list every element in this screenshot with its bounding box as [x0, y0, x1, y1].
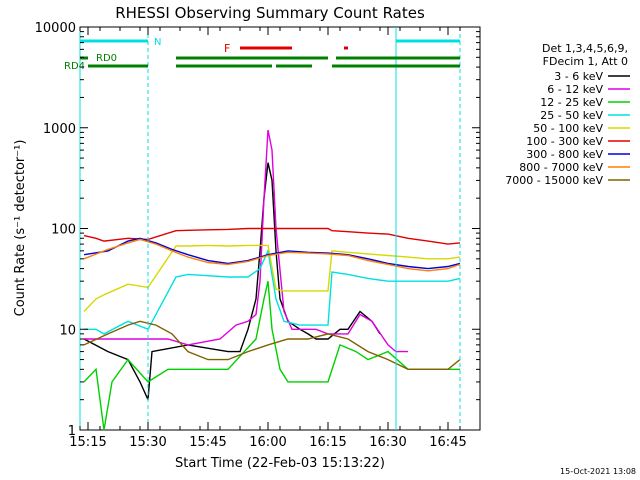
flare-label: F	[224, 42, 230, 55]
series-line-2	[83, 281, 460, 431]
legend-entry-label: 25 - 50 keV	[540, 109, 603, 122]
legend-entry-label: 50 - 100 keV	[533, 122, 603, 135]
y-tick-label: 100	[51, 223, 76, 238]
axis-layer: 15:15 15:30 15:45 16:00 16:15 16:30 16:45 1 10 10…	[35, 21, 481, 450]
legend-entry-label: 800 - 7000 keV	[519, 161, 603, 174]
night-label: N	[154, 37, 161, 48]
legend-header-line: Det 1,3,4,5,6,9,	[542, 42, 628, 55]
x-tick-label: 16:00	[249, 435, 286, 450]
chart-title: RHESSI Observing Summary Count Rates	[115, 4, 425, 22]
series-line-5	[83, 227, 461, 245]
series-line-8	[83, 320, 461, 370]
series-line-1	[84, 129, 408, 353]
saa-label: RD4	[64, 61, 85, 72]
legend-entry-label: 3 - 6 keV	[554, 70, 603, 83]
y-tick-label: 10	[59, 323, 76, 338]
legend-entry-label: 12 - 25 keV	[540, 96, 603, 109]
legend: Det 1,3,4,5,6,9,FDecim 1, Att 0 3 - 6 keV…	[505, 42, 630, 187]
y-axis-label: Count Rate (s⁻¹ detector⁻¹)	[13, 140, 28, 317]
x-tick-label: 16:30	[369, 435, 406, 450]
y-tick-label: 1	[68, 424, 76, 439]
legend-entry-label: 100 - 300 keV	[526, 135, 603, 148]
x-tick-label: 16:15	[309, 435, 346, 450]
series-line-7	[83, 238, 461, 272]
legend-entry-label: 6 - 12 keV	[547, 83, 603, 96]
x-tick-label: 15:15	[69, 435, 106, 450]
x-axis-label: Start Time (22-Feb-03 15:13:22)	[175, 456, 385, 471]
x-tick-label: 16:45	[429, 435, 466, 450]
series-layer	[83, 129, 461, 431]
y-tick-label: 10000	[35, 21, 76, 36]
footer-timestamp: 15-Oct-2021 13:08	[560, 467, 636, 476]
decimation-label: RD0	[96, 53, 117, 64]
y-tick-label: 1000	[43, 122, 76, 137]
annotation-layer: N F RD0 RD4	[64, 27, 461, 430]
x-tick-label: 15:45	[189, 435, 226, 450]
legend-header-line: FDecim 1, Att 0	[543, 55, 628, 68]
series-line-6	[83, 237, 461, 270]
legend-entry-label: 7000 - 15000 keV	[505, 174, 603, 187]
x-tick-label: 15:30	[129, 435, 166, 450]
legend-entry-label: 300 - 800 keV	[526, 148, 603, 161]
series-line-0	[83, 162, 381, 400]
